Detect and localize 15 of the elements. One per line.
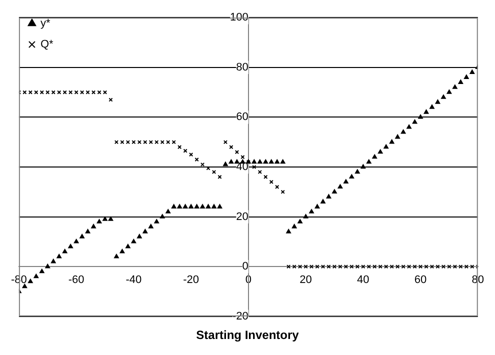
y-tick-label: 0 [242, 260, 248, 273]
x-tick-label: 20 [300, 274, 312, 286]
x-tick-label: -20 [183, 274, 199, 286]
x-tick-label: -40 [126, 274, 142, 286]
x-tick-label: 60 [414, 274, 427, 286]
y-tick-label: 80 [236, 61, 248, 74]
y-tick-label: -20 [232, 310, 248, 322]
x-axis-title: Starting Inventory [195, 328, 300, 342]
y-tick-label: 60 [236, 111, 248, 124]
legend-label: Q* [40, 38, 54, 51]
x-tick-label: 80 [472, 274, 484, 286]
y-tick-label: 20 [236, 210, 248, 223]
legend-label: y* [40, 18, 51, 30]
x-tick-label: -60 [68, 274, 84, 286]
x-tick-label: 40 [357, 274, 370, 286]
